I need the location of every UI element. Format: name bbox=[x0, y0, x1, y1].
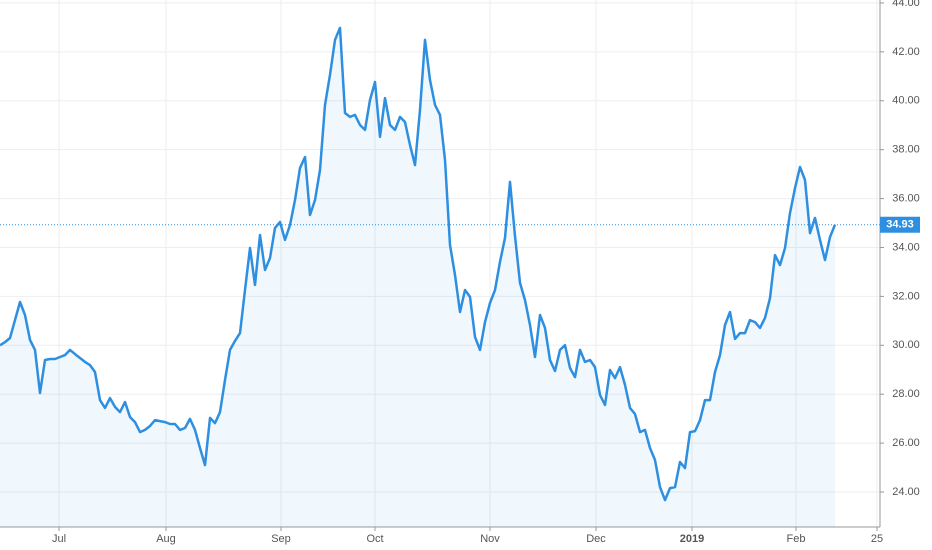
x-tick-label: Oct bbox=[366, 533, 383, 545]
x-tick-label: 25 bbox=[871, 533, 883, 545]
y-tick-label: 40.00 bbox=[892, 95, 920, 107]
price-line bbox=[0, 26, 837, 502]
y-tick-label: 32.00 bbox=[892, 290, 920, 302]
y-tick-label: 34.00 bbox=[892, 241, 920, 253]
y-tick-label: 36.00 bbox=[892, 192, 920, 204]
y-tick-label: 24.00 bbox=[892, 486, 920, 498]
x-tick-label: 2019 bbox=[680, 533, 704, 545]
x-tick-label: Sep bbox=[271, 533, 291, 545]
last-price-label: 34.93 bbox=[886, 219, 914, 231]
x-tick-label: Jul bbox=[52, 533, 66, 545]
last-price-box bbox=[880, 216, 920, 233]
y-tick-label: 44.00 bbox=[892, 0, 920, 9]
x-tick-label: Nov bbox=[480, 533, 500, 545]
area bbox=[0, 27, 835, 528]
x-tick-label: Feb bbox=[787, 533, 806, 545]
y-tick-label: 30.00 bbox=[892, 339, 920, 351]
y-tick-label: 26.00 bbox=[892, 437, 920, 449]
y-tick-label: 38.00 bbox=[892, 144, 920, 156]
y-tick-label: 42.00 bbox=[892, 46, 920, 58]
y-tick-label: 28.00 bbox=[892, 388, 920, 400]
x-tick-label: Aug bbox=[156, 533, 176, 545]
x-tick-label: Dec bbox=[586, 533, 606, 545]
